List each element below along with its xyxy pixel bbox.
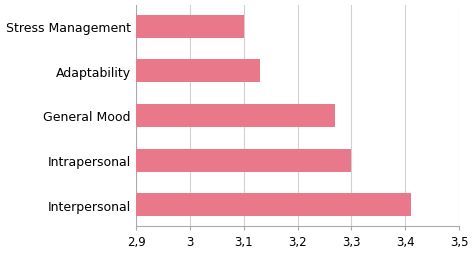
Bar <box>136 104 335 128</box>
Bar <box>136 15 244 39</box>
Bar <box>136 193 411 216</box>
Bar <box>136 60 260 83</box>
Bar <box>136 149 352 172</box>
